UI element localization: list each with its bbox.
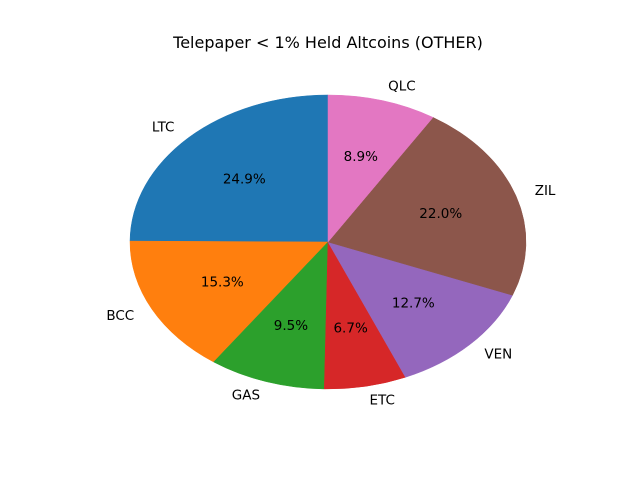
pie-slices [129, 94, 527, 390]
pie-slice-gas [213, 241, 329, 390]
pie-pct-label-ven: 12.7% [392, 295, 435, 311]
pie-category-label-zil: ZIL [535, 183, 556, 199]
pie-slice-qlc [327, 94, 434, 243]
pie-category-label-ven: VEN [484, 347, 512, 363]
pie-slice-zil [327, 117, 527, 296]
pie-category-label-qlc: QLC [388, 79, 416, 95]
pie-category-label-etc: ETC [369, 393, 394, 409]
pie-pct-label-ltc: 24.9% [223, 171, 266, 187]
pie-pct-label-zil: 22.0% [419, 206, 462, 222]
pie-pct-label-etc: 6.7% [333, 321, 367, 337]
pie-labels: 24.9% LTC 15.3% BCC 9.5% GAS 6.7% ETC 12.7% VEN 22… [106, 79, 556, 409]
pie-slice-ltc [129, 94, 329, 243]
pie-category-label-gas: GAS [232, 388, 260, 404]
chart-title: Telepaper < 1% Held Altcoins (OTHER) [173, 33, 483, 52]
pie-pct-label-bcc: 15.3% [201, 274, 244, 290]
pie-category-label-ltc: LTC [152, 119, 175, 135]
pie-category-label-bcc: BCC [106, 308, 134, 324]
pie-slice-ven [327, 241, 513, 378]
pie-pct-label-gas: 9.5% [274, 318, 308, 334]
pie-slice-bcc [129, 240, 329, 363]
pie-pct-label-qlc: 8.9% [344, 149, 378, 165]
